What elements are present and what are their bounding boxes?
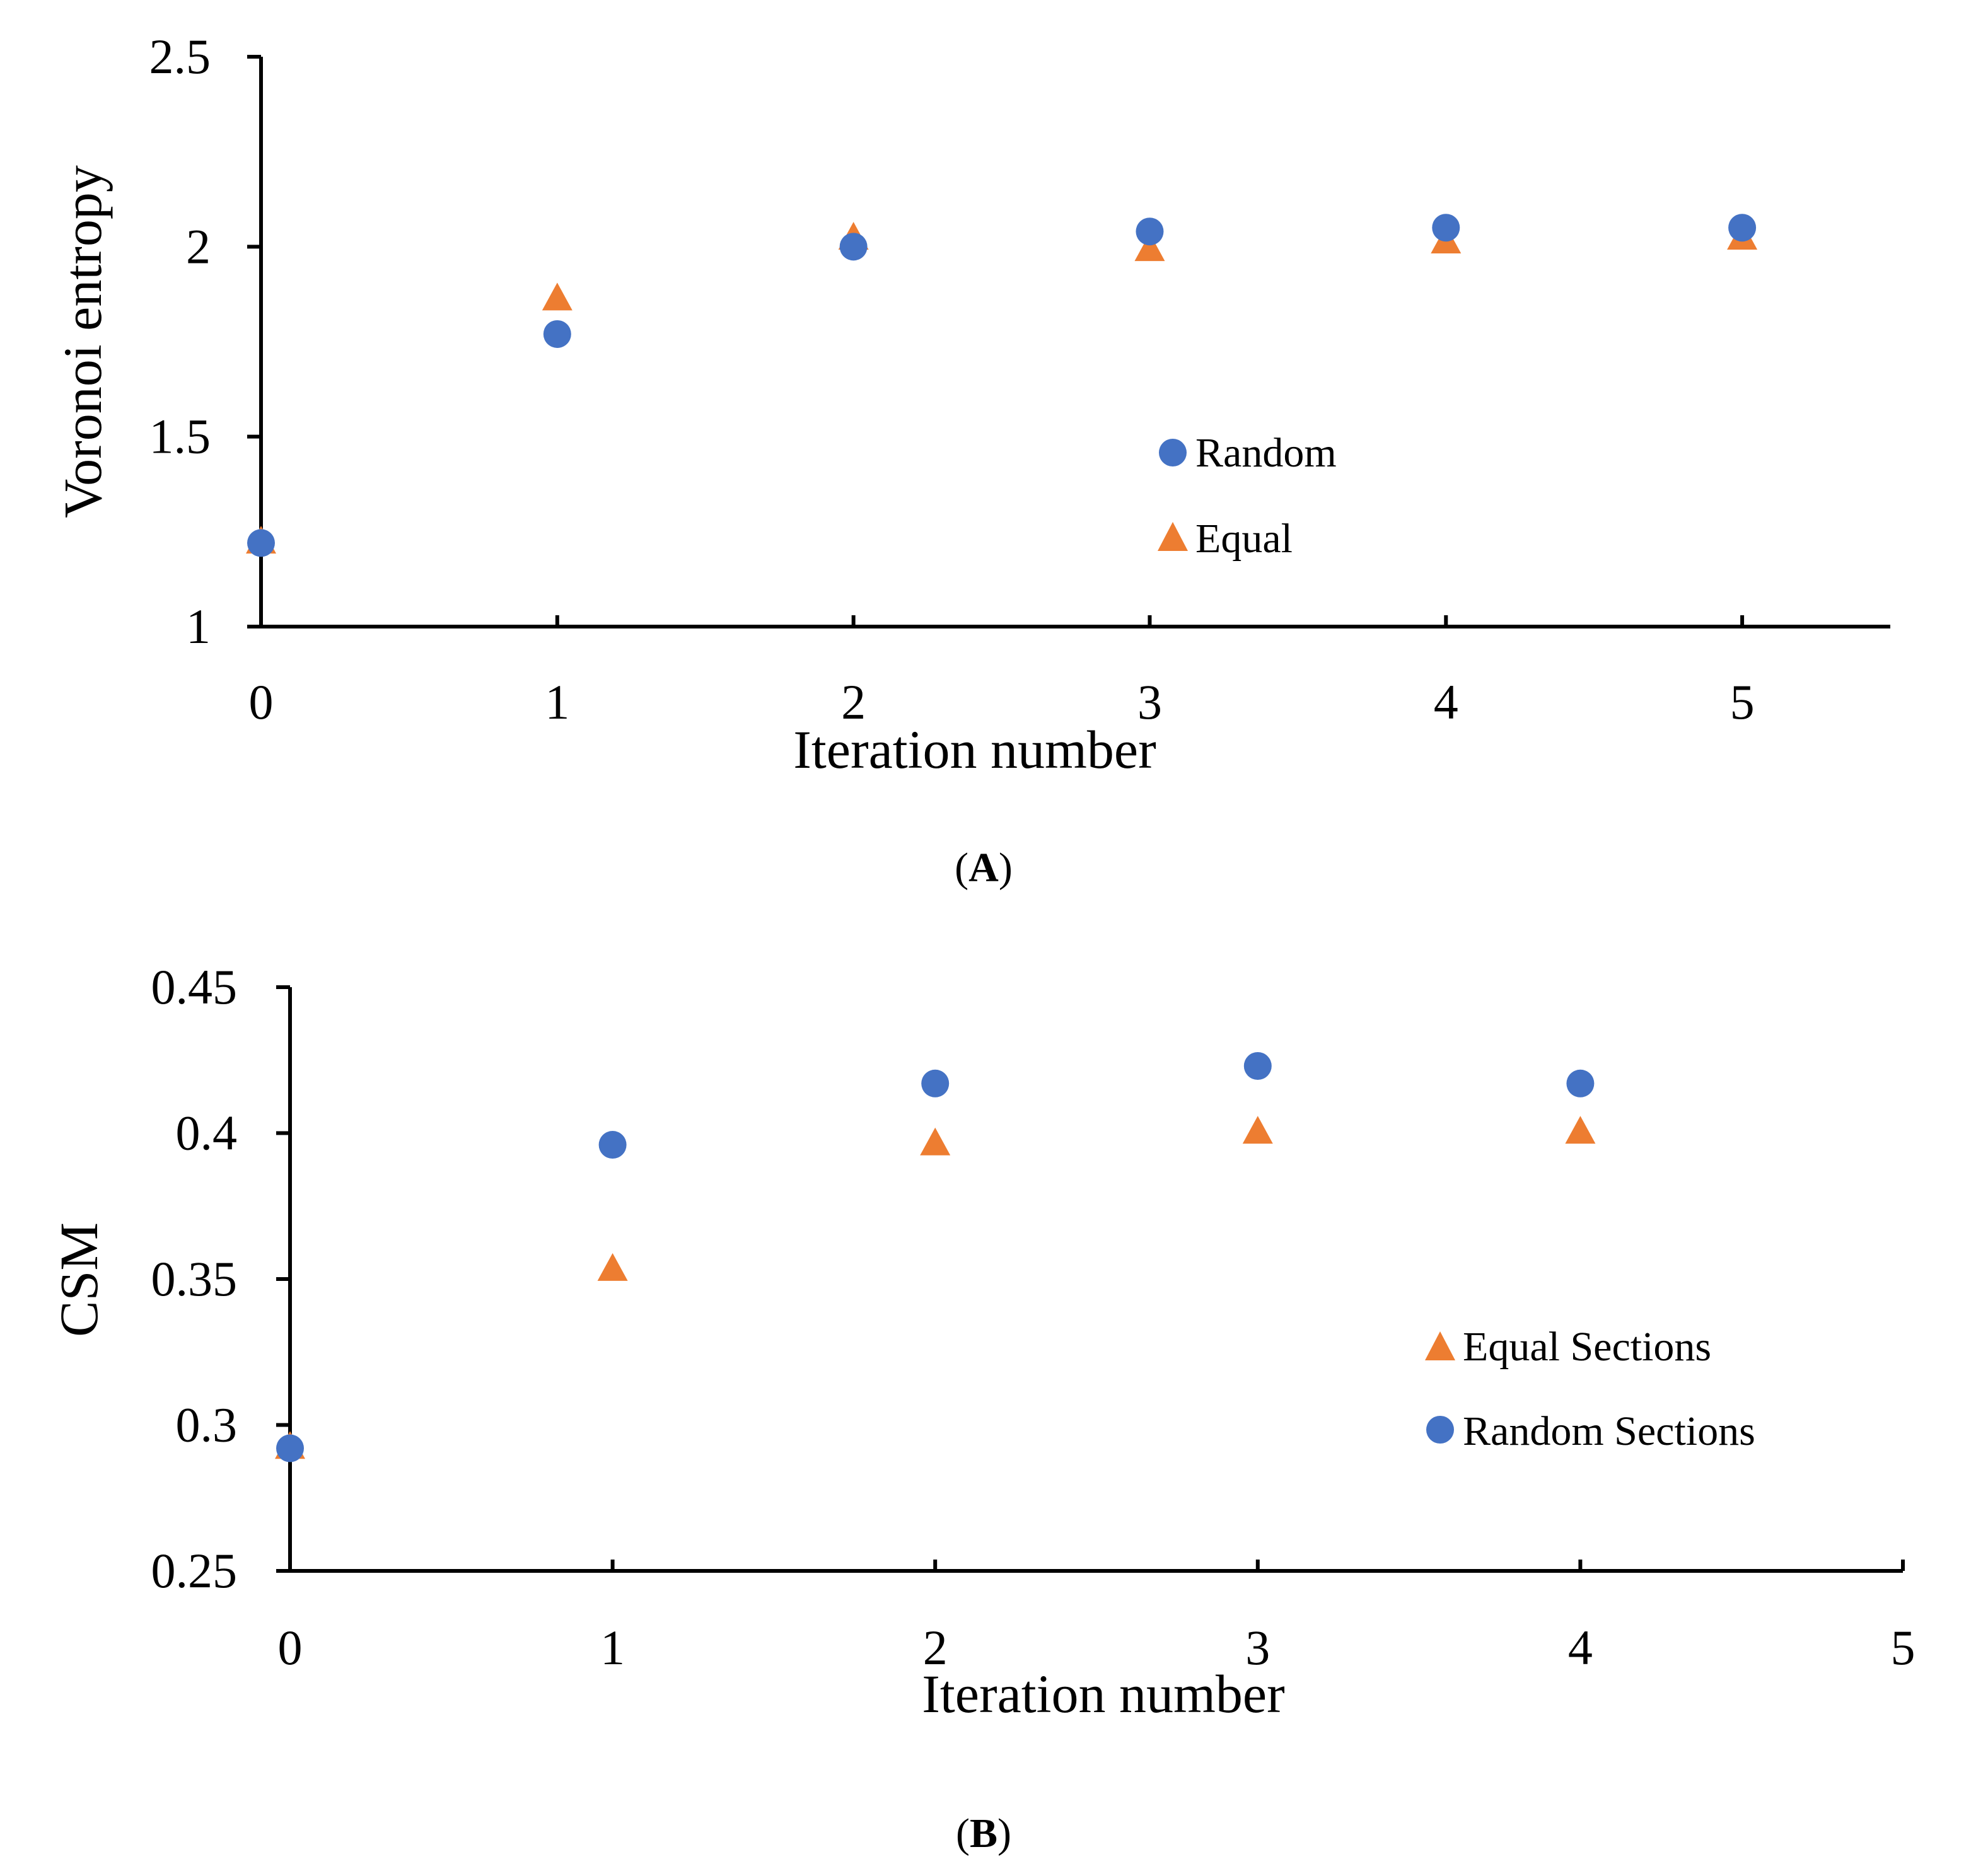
chart-b: 0.25 0.3 0.35 0.4 0.45 0 1 2 3 4 5 Iteration numbe… [49, 959, 1916, 1856]
chart-b-ytick-label: 0.35 [151, 1251, 238, 1306]
legend-marker-random [1159, 439, 1187, 466]
chart-a-xtick-label: 3 [1137, 675, 1162, 729]
chart-a-y-label: Voronoi entropy [52, 165, 113, 518]
chart-a-legend: Random Equal [1158, 430, 1337, 562]
point-equal-sections-2 [920, 1127, 951, 1155]
chart-b-xtick-label: 3 [1245, 1620, 1270, 1675]
legend-marker-equal-sections [1425, 1331, 1455, 1360]
chart-b-xtick-label: 0 [278, 1620, 303, 1675]
point-random-1 [543, 320, 571, 348]
point-random-3 [1136, 217, 1164, 246]
legend-label-equal: Equal [1195, 516, 1293, 562]
legend-marker-random-sections [1426, 1416, 1454, 1444]
chart-b-x-label: Iteration number [922, 1664, 1285, 1724]
chart-a-xtick-label: 2 [841, 675, 866, 729]
chart-b-ytick-label: 0.45 [151, 959, 238, 1014]
chart-a-xtick-label: 1 [545, 675, 569, 729]
point-random-sections-3 [1243, 1052, 1272, 1080]
chart-b-xtick-label: 1 [600, 1620, 625, 1675]
point-equal-sections-4 [1565, 1116, 1596, 1144]
point-equal-sections-1 [597, 1253, 628, 1281]
chart-a-xtick-label: 4 [1434, 675, 1458, 729]
chart-b-xtick-label: 5 [1891, 1620, 1916, 1675]
point-random-sections-4 [1566, 1069, 1595, 1097]
chart-a-xtick-label: 0 [249, 675, 274, 729]
chart-a-ytick-label: 2.5 [149, 29, 211, 84]
chart-a: 11.522.50 1 2 3 4 5 Iteration number Voronoi … [52, 29, 1890, 891]
legend-marker-equal [1158, 522, 1188, 551]
panel-label-a: (A) [955, 845, 1013, 891]
point-equal-3 [1134, 233, 1165, 262]
point-random-sections-0 [276, 1434, 304, 1462]
legend-label-equal-sections: Equal Sections [1463, 1324, 1711, 1370]
point-random-5 [1728, 214, 1757, 242]
chart-a-ytick-label: 1 [186, 599, 211, 654]
point-random-2 [839, 233, 868, 261]
point-equal-1 [542, 282, 573, 311]
chart-b-xtick-label: 2 [923, 1620, 948, 1675]
chart-a-xtick-label: 5 [1730, 675, 1755, 729]
point-random-4 [1432, 214, 1460, 242]
panel-label-a-letter: A [968, 845, 999, 891]
point-random-0 [247, 529, 275, 557]
legend-label-random-sections: Random Sections [1463, 1408, 1755, 1454]
chart-b-legend: Equal Sections Random Sections [1425, 1324, 1755, 1454]
chart-b-ytick-label: 0.4 [176, 1106, 238, 1161]
point-random-sections-1 [598, 1131, 627, 1159]
point-equal-sections-3 [1242, 1116, 1273, 1144]
point-random-sections-2 [921, 1069, 950, 1097]
chart-a-ytick-label: 1.5 [149, 409, 211, 464]
chart-b-xtick-label: 4 [1568, 1620, 1593, 1675]
panel-label-b-letter: B [970, 1810, 997, 1856]
chart-b-y-label: CSM [49, 1222, 109, 1337]
panel-label-b: (B) [956, 1810, 1011, 1856]
legend-label-random: Random [1195, 430, 1337, 476]
chart-b-ytick-label: 0.3 [176, 1398, 238, 1452]
chart-a-x-label: Iteration number [793, 719, 1156, 780]
chart-a-ytick-label: 2 [186, 219, 211, 274]
chart-b-ytick-label: 0.25 [151, 1543, 238, 1598]
